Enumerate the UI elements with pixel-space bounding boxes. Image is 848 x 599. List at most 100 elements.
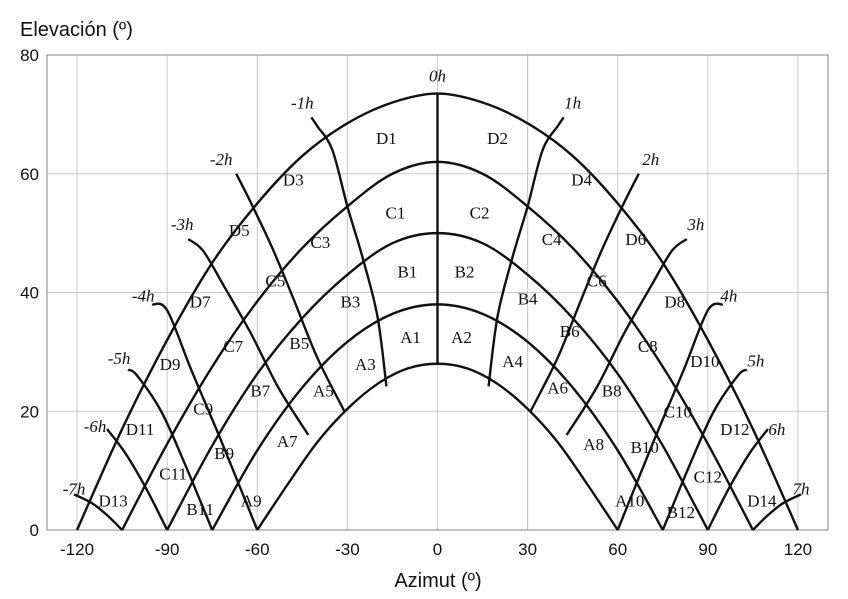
x-tick-label: -60 [245, 540, 270, 559]
region-label: A3 [355, 355, 376, 374]
hour-line [565, 238, 688, 436]
region-label: B10 [631, 438, 659, 457]
region-label: D3 [283, 171, 304, 190]
hour-label: 5h [747, 352, 764, 371]
y-tick-labels: 0 20 40 60 80 [20, 46, 39, 540]
region-label: A10 [615, 491, 644, 510]
region-label: D5 [229, 221, 250, 240]
hour-label: 4h [720, 286, 737, 305]
region-label: D10 [690, 352, 719, 371]
hour-label: 1h [564, 93, 581, 112]
hour-label: 0h [429, 67, 446, 86]
hour-label: -1h [291, 93, 314, 112]
region-label: B2 [455, 263, 475, 282]
region-label: C4 [542, 230, 562, 249]
y-tick-label: 40 [20, 284, 39, 303]
region-label: C9 [193, 399, 213, 418]
hour-line [661, 368, 748, 531]
region-labels: D1 D2 D3 D4 D5 D6 D7 D8 D9 D10 D11 D12 D13 D14 C1 C2 C3 C… [98, 129, 777, 522]
hour-line [616, 302, 724, 531]
region-label: C12 [694, 468, 722, 487]
hour-label: -3h [171, 215, 194, 234]
x-tick-label: 0 [433, 540, 442, 559]
region-label: C6 [587, 272, 607, 291]
x-tick-labels: -120 -90 -60 -30 0 30 60 90 120 [60, 540, 812, 559]
region-label: D7 [190, 292, 211, 311]
hour-line [106, 428, 169, 531]
hour-label: -6h [84, 417, 107, 436]
region-label: B3 [340, 292, 360, 311]
y-axis-title: Elevación (º) [20, 19, 133, 41]
hour-label: -5h [108, 349, 131, 368]
region-label: C11 [159, 465, 187, 484]
region-label: A1 [400, 328, 421, 347]
region-label: C1 [386, 203, 406, 222]
hour-line [706, 428, 769, 531]
region-label: C2 [470, 203, 490, 222]
region-label: C10 [664, 402, 692, 421]
hour-line [127, 368, 214, 531]
region-label: A6 [547, 379, 568, 398]
x-tick-label: -90 [155, 540, 180, 559]
region-label: B1 [398, 263, 418, 282]
hour-label: -2h [210, 150, 233, 169]
region-label: A2 [451, 328, 472, 347]
region-label: D9 [160, 355, 181, 374]
plot-frame [46, 54, 829, 531]
y-tick-label: 20 [20, 402, 39, 421]
hour-label: 7h [792, 479, 809, 498]
hour-line [151, 302, 259, 531]
hour-line [310, 116, 388, 387]
region-label: B12 [667, 503, 695, 522]
hour-line [73, 493, 123, 531]
region-label: B11 [186, 500, 214, 519]
region-label: D14 [747, 491, 777, 510]
region-label: B8 [602, 381, 622, 400]
hour-labels: 0h -1h 1h -2h 2h -3h 3h -4h 4h -5h 5h -6h 6h -7h 7h [63, 67, 810, 499]
hour-label: 3h [686, 215, 704, 234]
hour-line [529, 173, 640, 412]
x-tick-label: 120 [784, 540, 812, 559]
region-label: A4 [502, 352, 523, 371]
region-label: D1 [376, 129, 397, 148]
region-label: B6 [560, 322, 580, 341]
region-label: D11 [126, 420, 155, 439]
region-label: C5 [265, 272, 285, 291]
hour-label: -4h [132, 286, 155, 305]
hour-label: 2h [642, 150, 659, 169]
region-label: B4 [518, 289, 538, 308]
hour-line [487, 116, 565, 387]
x-tick-label: 90 [698, 540, 717, 559]
region-label: D13 [98, 491, 127, 510]
y-tick-label: 80 [20, 46, 39, 65]
region-label: D4 [571, 171, 592, 190]
x-tick-label: 60 [608, 540, 627, 559]
region-label: B9 [214, 444, 234, 463]
region-label: C3 [310, 233, 330, 252]
region-label: A9 [241, 491, 262, 510]
region-label: C7 [223, 337, 243, 356]
region-label: D6 [625, 230, 646, 249]
hour-line [187, 238, 310, 436]
hour-label: 6h [768, 420, 785, 439]
x-tick-label: -120 [60, 540, 94, 559]
region-label: D2 [487, 129, 508, 148]
y-tick-label: 60 [20, 165, 39, 184]
region-label: D12 [720, 420, 749, 439]
hour-lines [73, 93, 802, 531]
region-label: B5 [289, 334, 309, 353]
y-tick-label: 0 [30, 521, 39, 540]
x-tick-label: -30 [335, 540, 360, 559]
hour-line [235, 173, 346, 412]
region-label: A5 [313, 381, 334, 400]
region-label: A7 [277, 432, 298, 451]
x-tick-label: 30 [518, 540, 537, 559]
hour-label: -7h [63, 479, 86, 498]
hour-line [752, 493, 802, 531]
region-label: A8 [583, 435, 604, 454]
region-label: B7 [250, 381, 270, 400]
region-label: D8 [664, 292, 685, 311]
region-label: C8 [638, 337, 658, 356]
